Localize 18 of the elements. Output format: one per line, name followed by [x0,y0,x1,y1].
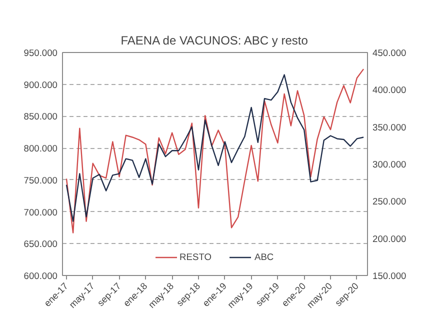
y-tick-label: 850.000 [24,112,58,122]
y2-tick-label: 200.000 [372,234,406,244]
chart-title: FAENA de VACUNOS: ABC y resto [120,34,308,48]
y-tick-label: 900.000 [24,80,58,90]
y2-tick-label: 150.000 [372,271,406,281]
legend-label: RESTO [180,252,212,262]
y2-tick-label: 400.000 [372,85,406,96]
y-tick-label: 950.000 [24,48,58,58]
legend-label: ABC [254,252,274,262]
y-tick-label: 600.000 [24,271,58,281]
y2-tick-label: 450.000 [372,48,406,58]
y-tick-label: 650.000 [24,239,58,250]
y-tick-label: 700.000 [24,207,58,218]
y-tick-label: 750.000 [24,175,58,186]
y2-tick-label: 350.000 [372,122,406,132]
y2-tick-label: 300.000 [372,160,406,170]
y2-tick-label: 250.000 [372,196,406,207]
y-tick-label: 800.000 [24,144,58,154]
